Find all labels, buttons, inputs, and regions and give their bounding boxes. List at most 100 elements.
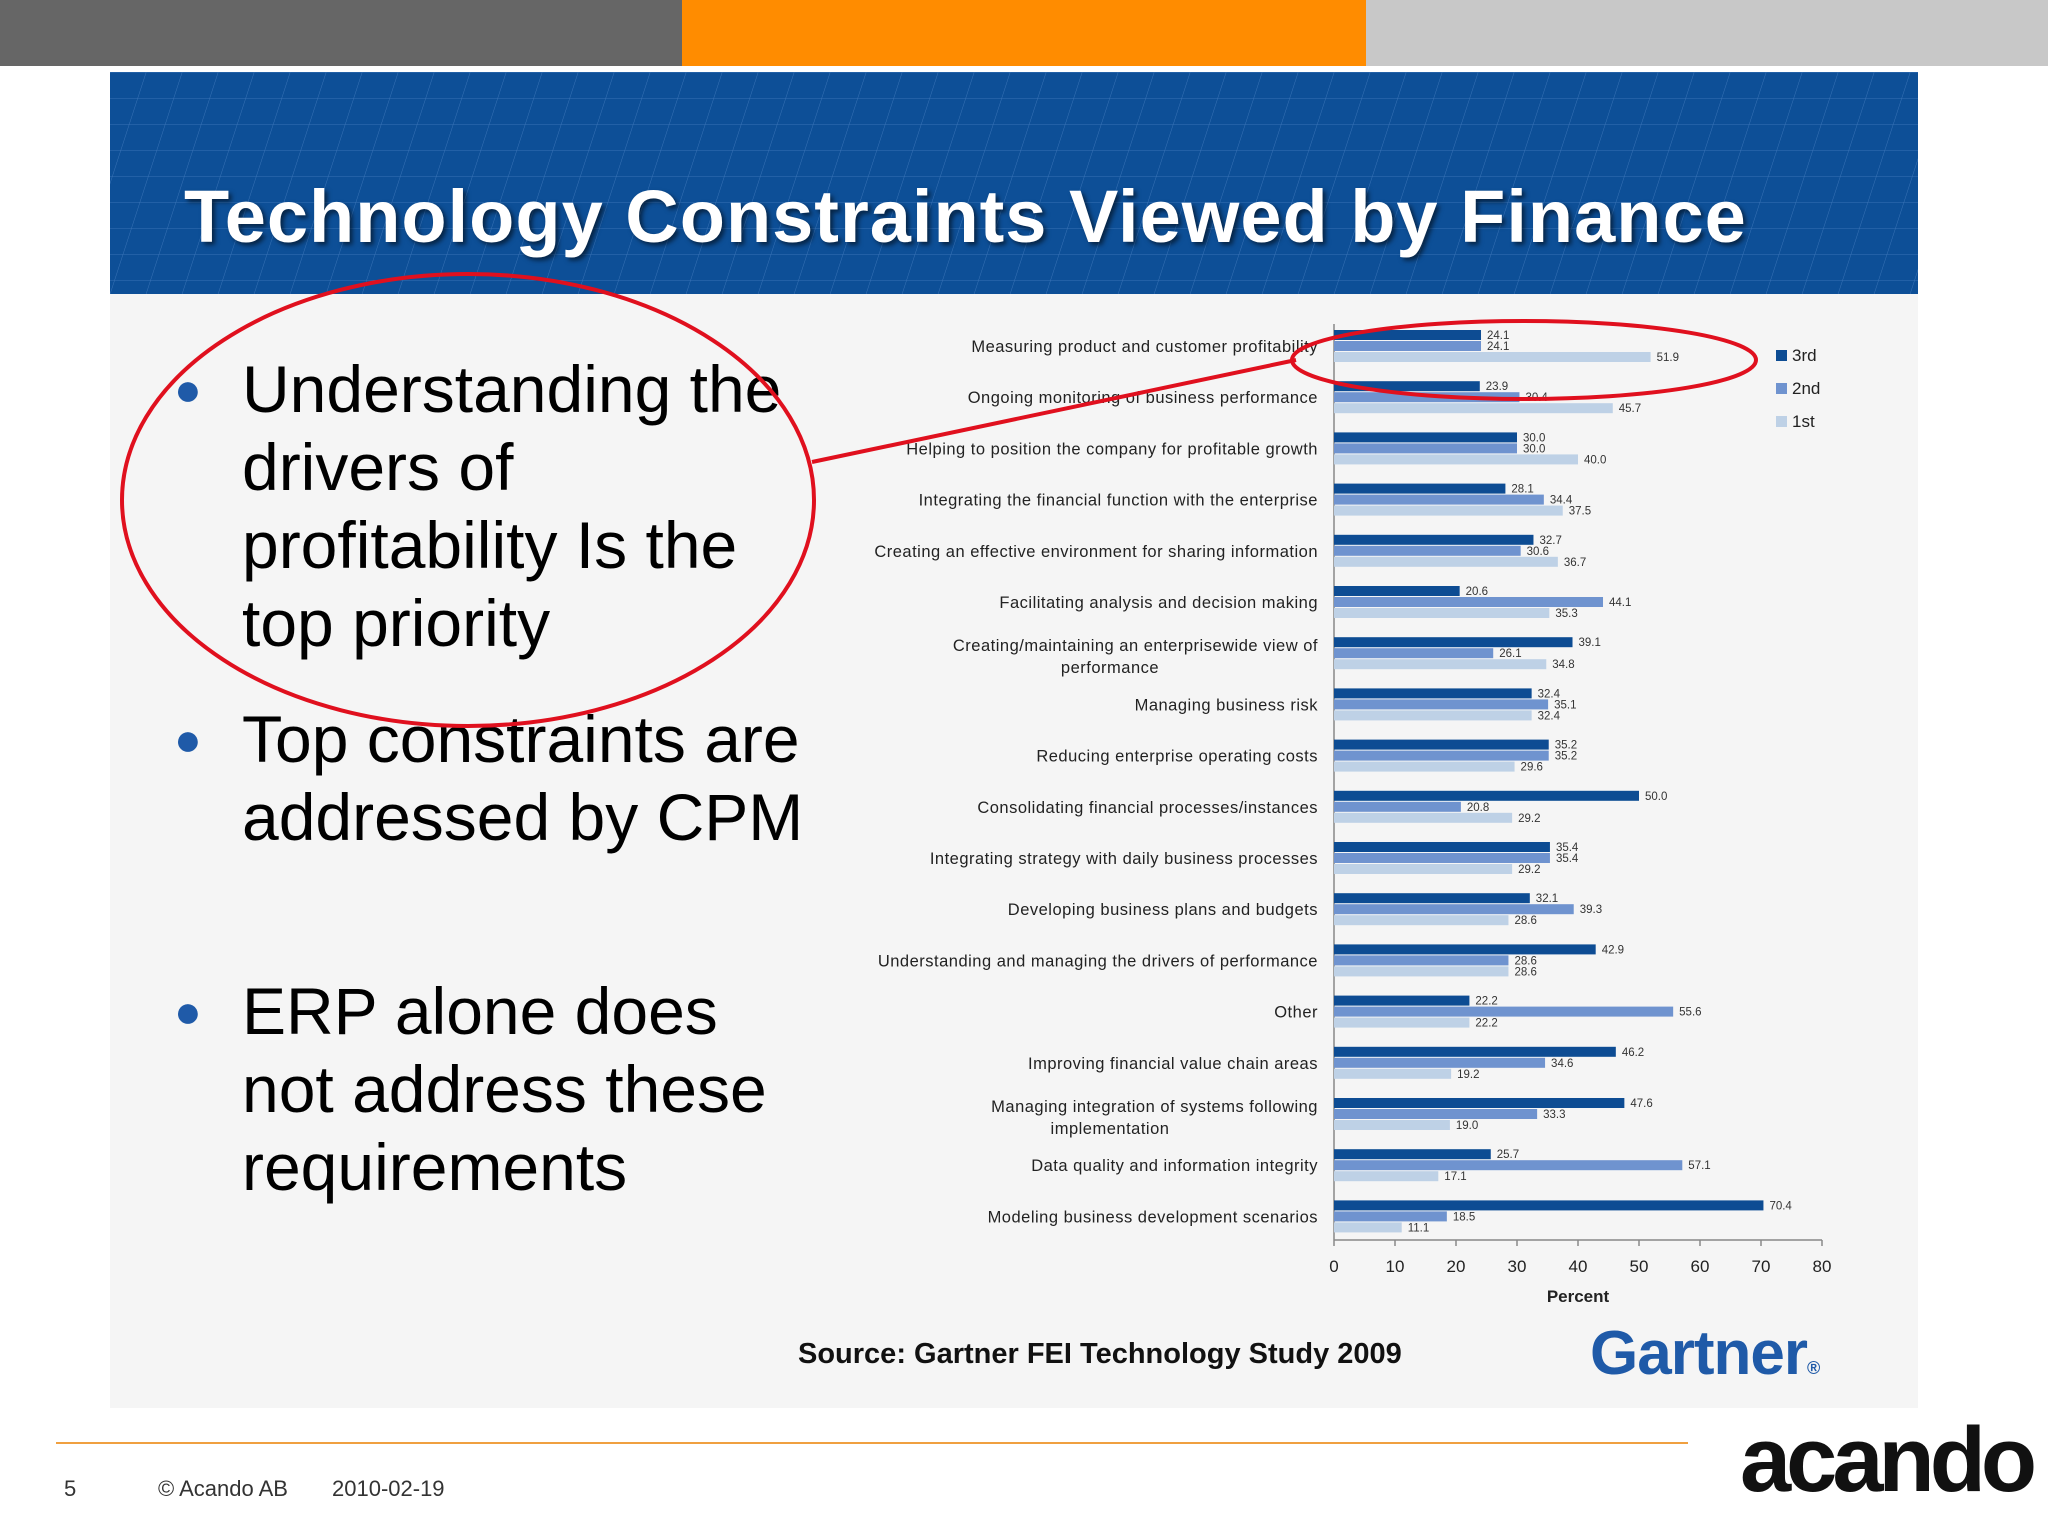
bar-2nd: [1334, 1211, 1447, 1222]
data-label: 39.1: [1579, 637, 1601, 649]
category-label: Understanding and managing the drivers o…: [878, 952, 1318, 970]
data-label: 11.1: [1408, 1222, 1430, 1234]
bar-1st: [1334, 915, 1509, 926]
bar-3rd: [1334, 739, 1549, 750]
bar-2nd: [1334, 801, 1461, 812]
data-label: 26.1: [1499, 648, 1521, 660]
data-label: 32.7: [1539, 535, 1561, 547]
data-label: 20.8: [1467, 802, 1489, 814]
data-label: 42.9: [1602, 944, 1624, 956]
bullet-dot-icon: ●: [174, 713, 202, 765]
data-label: 46.2: [1622, 1047, 1644, 1059]
bar-3rd: [1334, 893, 1530, 904]
bar-1st: [1334, 812, 1513, 823]
footer-date: 2010-02-19: [332, 1476, 445, 1501]
bar-2nd: [1334, 750, 1549, 761]
category-label: Improving financial value chain areas: [1028, 1055, 1318, 1073]
category-label: implementation: [1051, 1120, 1170, 1138]
bar-2nd: [1334, 955, 1509, 966]
bar-3rd: [1334, 483, 1506, 494]
data-label: 37.5: [1569, 506, 1591, 518]
highlight-connector: [811, 358, 1297, 464]
data-label: 20.6: [1466, 586, 1488, 598]
x-tick-label: 40: [1569, 1257, 1588, 1276]
data-label: 44.1: [1609, 597, 1631, 609]
data-label: 33.3: [1543, 1109, 1565, 1121]
gartner-logo: Gartner®: [1590, 1318, 1820, 1389]
bar-1st: [1334, 608, 1550, 618]
bar-3rd: [1334, 1046, 1616, 1057]
legend-swatch-2nd: [1776, 383, 1787, 394]
header-grid-pattern: [110, 72, 1918, 294]
data-label: 28.6: [1514, 966, 1536, 978]
top-bar-light: [1366, 0, 2048, 66]
bar-1st: [1334, 1120, 1450, 1130]
x-axis-title: Percent: [1547, 1287, 1610, 1306]
bar-2nd: [1334, 1160, 1683, 1171]
data-label: 22.2: [1475, 1018, 1497, 1030]
data-label: 35.4: [1556, 853, 1579, 865]
bar-3rd: [1334, 1149, 1491, 1160]
data-label: 57.1: [1688, 1160, 1710, 1172]
slide-content: [110, 294, 1918, 1408]
bar-1st: [1334, 710, 1532, 721]
bar-2nd: [1334, 853, 1550, 863]
bar-1st: [1334, 1222, 1402, 1233]
data-label: 35.2: [1555, 740, 1577, 752]
data-label: 36.7: [1564, 557, 1586, 569]
acando-logo: acando: [1740, 1409, 2037, 1511]
bar-1st: [1334, 454, 1578, 465]
page-number: 5: [64, 1476, 77, 1501]
category-label: Facilitating analysis and decision makin…: [999, 594, 1318, 612]
bar-3rd: [1334, 842, 1550, 852]
legend-swatch-1st: [1776, 416, 1787, 427]
bar-2nd: [1334, 904, 1574, 915]
bar-1st: [1334, 864, 1513, 874]
registered-mark: ®: [1806, 1358, 1820, 1378]
category-label: Developing business plans and budgets: [1008, 901, 1318, 919]
data-label: 34.8: [1552, 659, 1574, 671]
bar-1st: [1334, 352, 1651, 362]
x-tick-label: 10: [1386, 1257, 1405, 1276]
category-label: Integrating the financial function with …: [919, 492, 1318, 510]
bar-1st: [1334, 1068, 1452, 1079]
x-tick-label: 20: [1447, 1257, 1466, 1276]
bullet-text: Understanding the drivers of profitabili…: [242, 352, 782, 660]
bar-2nd: [1334, 494, 1544, 505]
slide-header: Technology Constraints Viewed by Finance: [110, 72, 1918, 294]
data-label: 28.6: [1514, 955, 1536, 967]
bullet-text: ERP alone does not address these require…: [242, 974, 767, 1204]
bar-1st: [1334, 505, 1563, 516]
data-label: 35.3: [1555, 608, 1577, 620]
data-label: 22.2: [1475, 996, 1497, 1008]
data-label: 29.6: [1521, 762, 1543, 774]
data-label: 17.1: [1444, 1171, 1466, 1183]
bullet-item: ● Understanding the drivers of profitabi…: [174, 350, 826, 662]
bar-3rd: [1334, 432, 1517, 443]
data-label: 39.3: [1580, 904, 1602, 916]
bar-1st: [1334, 403, 1613, 414]
bar-3rd: [1334, 1098, 1625, 1108]
category-label: Managing business risk: [1135, 696, 1319, 714]
data-label: 28.1: [1511, 484, 1533, 496]
data-label: 25.7: [1497, 1149, 1519, 1161]
legend-label: 3rd: [1792, 346, 1817, 365]
bar-3rd: [1334, 944, 1596, 955]
data-label: 55.6: [1679, 1007, 1701, 1019]
top-bar-gray: [0, 0, 682, 66]
bar-1st: [1334, 761, 1515, 772]
source-note: Source: Gartner FEI Technology Study 200…: [798, 1338, 1402, 1370]
bar-2nd: [1334, 341, 1482, 351]
data-label: 50.0: [1645, 791, 1667, 803]
bar-1st: [1334, 556, 1558, 567]
bar-2nd: [1334, 597, 1604, 607]
bar-1st: [1334, 659, 1547, 670]
bar-1st: [1334, 1171, 1439, 1182]
bar-3rd: [1334, 688, 1532, 699]
bar-2nd: [1334, 443, 1517, 454]
page-title: Technology Constraints Viewed by Finance: [184, 175, 1747, 258]
data-label: 32.4: [1538, 688, 1561, 700]
category-label: Other: [1274, 1004, 1318, 1022]
bar-2nd: [1334, 699, 1549, 710]
